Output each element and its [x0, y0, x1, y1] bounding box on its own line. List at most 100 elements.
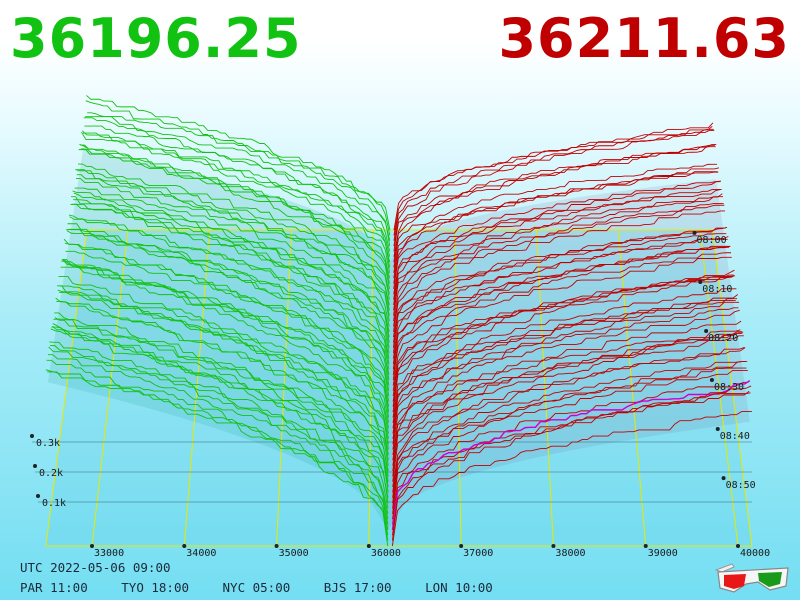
bid-depth-line-8 [81, 131, 391, 273]
bid-depth-line-58 [46, 359, 389, 541]
bid-depth-line-22 [71, 203, 390, 348]
time-tick-mark-0 [692, 230, 697, 235]
ask-depth-line-22 [392, 226, 728, 348]
ask-depth-line-41 [392, 309, 740, 450]
bid-depth-line-56 [47, 354, 389, 531]
bid-depth-line-42 [57, 289, 389, 456]
ask-depth-line-32 [392, 274, 734, 402]
bid-depth-line-40 [59, 291, 389, 445]
x-tick-label-3: 36000 [371, 548, 401, 559]
time-tick-label-1: 08:10 [702, 284, 732, 295]
ask-depth-line-54 [392, 381, 749, 520]
bid-depth-line-49 [52, 323, 389, 493]
ask-depth-line-26 [392, 245, 730, 370]
ask-depth-line-45 [392, 331, 743, 472]
bid-depth-line-11 [79, 143, 390, 289]
ask-depth-line-29 [392, 256, 732, 386]
ask-depth-line-33 [392, 269, 735, 407]
bid-depth-line-28 [67, 223, 390, 381]
z-tick-mark-0 [36, 494, 40, 498]
grid-line-price-7 [699, 229, 739, 547]
ask-depth-line-16 [393, 196, 723, 316]
ask-depth-line-47 [392, 335, 744, 482]
bid-depth-line-1 [86, 95, 391, 236]
time-tick-label-4: 08:40 [720, 431, 750, 442]
time-tick-label-5: 08:50 [726, 480, 756, 491]
z-tick-label-2: 0.3k [36, 438, 60, 449]
bid-depth-line-31 [65, 250, 390, 397]
bid-depth-line-48 [53, 318, 389, 488]
ask-depth-line-14 [393, 188, 722, 306]
bid-depth-line-4 [84, 125, 391, 252]
bid-depth-line-13 [78, 163, 390, 300]
bid-depth-line-12 [78, 149, 390, 295]
bid-depth-line-25 [69, 216, 390, 364]
ask-depth-line-56 [391, 380, 751, 531]
ask-depth-line-19 [393, 210, 726, 332]
grid-line-price-6 [617, 229, 647, 547]
ask-depth-line-38 [392, 294, 739, 434]
ask-depth-line-57 [391, 392, 751, 536]
timezone-clocks: PAR 11:00 TYO 18:00 NYC 05:00 BJS 17:00 … [20, 580, 519, 595]
bid-depth-line-38 [60, 266, 389, 434]
ask-depth-line-46 [392, 332, 744, 477]
bid-depth-line-29 [66, 230, 390, 386]
bid-depth-line-54 [49, 341, 389, 520]
bid-depth-line-23 [71, 196, 390, 354]
clock-lon: LON 10:00 [425, 580, 493, 595]
x-tick-label-7: 40000 [740, 548, 770, 559]
ask-depth-line-48 [392, 346, 745, 488]
ask-depth-line-7 [393, 163, 717, 268]
ask-depth-line-36 [392, 288, 737, 423]
ask-depth-line-10 [393, 167, 720, 284]
ask-depth-line-59 [391, 411, 752, 547]
bid-depth-line-46 [54, 317, 389, 477]
ask-depth-line-40 [392, 301, 740, 445]
clock-nyc: NYC 05:00 [222, 580, 291, 595]
z-tick-label-0: 0.1k [42, 498, 66, 509]
bid-depth-line-5 [83, 117, 391, 257]
clock-tyo: TYO 18:00 [121, 580, 189, 595]
bid-depth-line-50 [51, 326, 389, 498]
grid [32, 229, 753, 547]
ask-depth-line-43 [392, 320, 742, 461]
ask-depth-line-53 [392, 369, 748, 514]
bid-depth-line-52 [50, 328, 389, 509]
ask-depth-line-31 [392, 275, 734, 397]
bid-depth-line-35 [62, 259, 390, 418]
utc-time: UTC 2022-05-06 09:00 [20, 560, 171, 575]
bid-depth-line-15 [76, 174, 390, 311]
x-tick-label-0: 33000 [94, 548, 124, 559]
ask-depth-line-27 [392, 245, 731, 375]
time-tick-label-3: 08:30 [714, 382, 744, 393]
ask-depth-line-5 [393, 146, 716, 257]
ask-depth-line-50 [392, 361, 746, 498]
time-tick-mark-3 [709, 378, 714, 383]
bid-depth-line-10 [80, 144, 390, 284]
bid-depth-line-57 [47, 371, 389, 536]
bid-depth-line-51 [51, 326, 389, 504]
x-tick-mark-5 [551, 544, 556, 548]
clock-par: PAR 11:00 [20, 580, 88, 595]
bid-depth-line-21 [72, 190, 390, 343]
ask-depth-line-17 [393, 202, 724, 322]
x-tick-label-6: 39000 [648, 548, 678, 559]
bid-depth-line-16 [75, 178, 390, 316]
bid-depth-line-41 [58, 275, 389, 450]
bid-depth-line-53 [50, 345, 389, 514]
bid-depth-line-17 [75, 169, 390, 322]
x-tick-mark-4 [459, 544, 464, 548]
axis-ticks: 33000 34000 35000 36000 37000 38000 39000 40000… [30, 230, 770, 559]
ask-depth-line-58 [391, 385, 752, 541]
x-tick-label-4: 37000 [463, 548, 493, 559]
depth-lines [45, 95, 752, 547]
time-tick-mark-2 [704, 328, 709, 333]
x-tick-mark-3 [366, 544, 371, 548]
bid-depth-line-47 [54, 312, 389, 482]
ask-depth-line-2 [393, 128, 714, 241]
3d-glasses-icon[interactable] [712, 560, 792, 596]
ask-depth-line-24 [392, 235, 729, 359]
bid-depth-line-33 [63, 238, 390, 407]
bid-price: 36196.25 [10, 7, 302, 70]
ask-depth-line-15 [393, 193, 723, 311]
